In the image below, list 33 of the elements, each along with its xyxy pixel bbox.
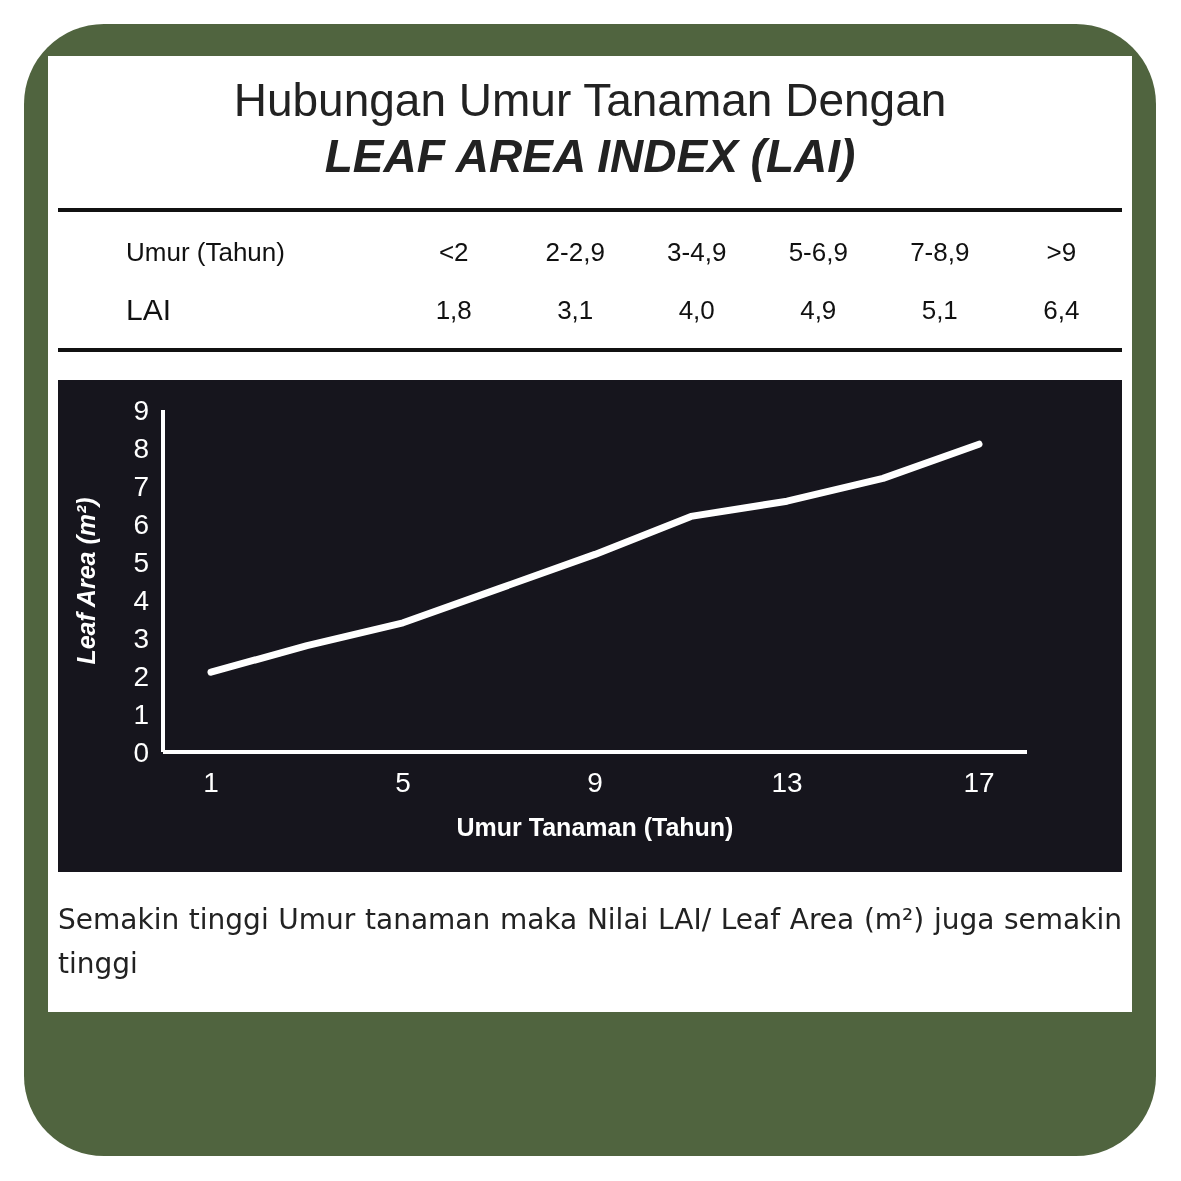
y-axis-title: Leaf Area (m²) [71,497,100,665]
category-label: 5-6,9 [787,236,849,268]
text: Umur (Tahun) [125,236,286,268]
y-tick-label: 7 [133,470,149,502]
y-tick-label: 0 [133,736,149,768]
y-tick-label: 4 [133,584,149,616]
y-tick-label: 2 [133,660,149,692]
y-tick-label: 8 [133,432,149,464]
x-axis-title: Umur Tanaman (Tahun) [456,813,734,841]
x-tick-label: 1 [203,766,219,798]
text: Semakin tinggi Umur tanaman maka Nilai LAI/ Leaf Area (m²) juga semakin tinggi [58,902,1122,982]
text: 3,1 [557,294,594,325]
text: 1,8 [435,294,472,325]
x-tick-label: 13 [771,766,803,798]
x-tick-label: 17 [963,766,995,798]
text: 5,1 [921,294,958,325]
x-tick-label: 5 [395,766,411,798]
y-tick-label: 5 [133,546,149,578]
y-tick-label: 3 [133,622,149,654]
category-label: >9 [1045,236,1078,268]
y-tick-label: 9 [133,394,149,426]
y-tick-label: 6 [133,508,149,540]
category-label: 7-8,9 [909,236,971,268]
text: Hubungan Umur Tanaman Dengan LEAF AREA INDEX (LAI) [232,73,948,184]
category-label: 2-2,9 [544,236,606,268]
y-tick-label: 1 [133,698,149,730]
text: 6,4 [1043,294,1080,325]
category-label: 3-4,9 [666,236,728,268]
text: 4,0 [678,294,715,325]
x-tick-label: 9 [587,766,603,798]
category-label: <2 [437,236,470,268]
text: 4,9 [800,294,837,325]
text: LAI [125,293,173,327]
